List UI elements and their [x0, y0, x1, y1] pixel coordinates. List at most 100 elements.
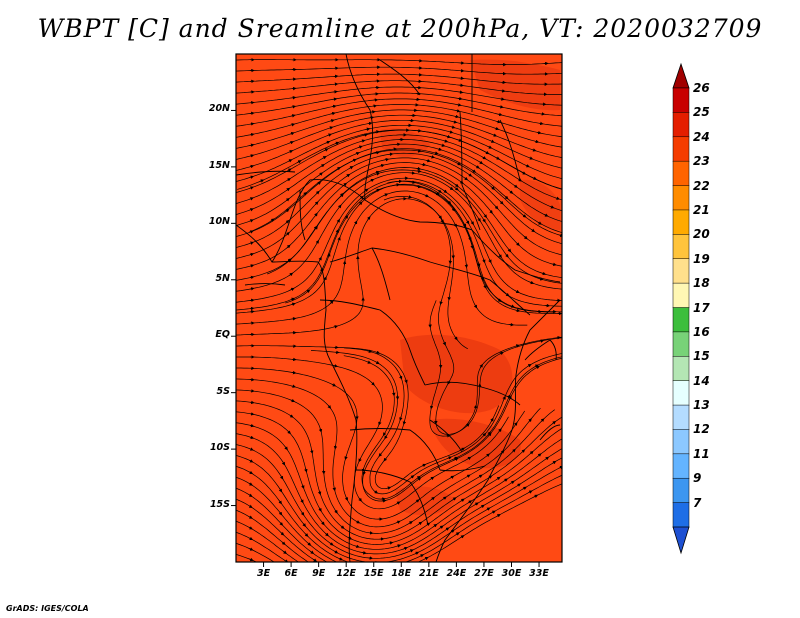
streamline-arrow	[335, 229, 339, 234]
streamline-arrow	[249, 122, 255, 126]
streamline-arrow	[494, 126, 500, 131]
streamline	[236, 66, 562, 75]
streamline-arrow	[565, 179, 568, 180]
colorbar-swatch	[672, 380, 690, 406]
streamline	[236, 542, 275, 562]
streamline-arrow	[491, 186, 496, 190]
streamline-arrow	[327, 252, 331, 258]
streamline-arrow	[478, 474, 483, 479]
colorbar-label: 20	[693, 227, 710, 242]
streamline-arrow	[290, 297, 296, 301]
streamline	[387, 180, 562, 313]
streamline	[236, 124, 562, 182]
streamline	[236, 520, 299, 562]
streamline-arrow	[365, 127, 371, 131]
streamline-arrow	[328, 126, 334, 130]
streamline	[236, 86, 562, 106]
streamline-arrow	[539, 339, 545, 343]
streamline-arrow	[330, 119, 335, 123]
streamline-arrow	[360, 139, 366, 143]
streamline-arrow	[512, 448, 516, 453]
streamline-arrow	[310, 550, 315, 555]
streamline-arrow	[344, 215, 349, 220]
streamline-arrow	[289, 414, 294, 418]
colorbar-top-arrow	[672, 62, 690, 89]
streamline-arrow	[249, 423, 255, 428]
streamline-arrow	[440, 143, 446, 147]
lon-label: 18E	[391, 568, 412, 579]
streamline-arrow	[346, 173, 351, 178]
streamline-arrow	[307, 542, 312, 546]
streamline-arrow	[485, 453, 491, 458]
streamline-arrow	[464, 176, 469, 181]
streamline-arrow	[331, 104, 337, 109]
streamline-arrow	[528, 490, 533, 494]
streamline-arrow	[279, 522, 284, 526]
streamline-arrow	[369, 178, 375, 183]
streamline-arrow	[355, 520, 361, 524]
streamline-arrow	[510, 304, 515, 308]
streamline-arrow	[483, 284, 487, 289]
streamline-arrow	[534, 364, 539, 368]
country-borders	[236, 54, 561, 562]
streamline	[236, 92, 562, 117]
streamline	[236, 172, 562, 292]
streamline	[236, 400, 562, 540]
streamline-arrow	[531, 148, 537, 152]
streamline-arrow	[499, 351, 504, 356]
streamline-arrow	[249, 275, 255, 280]
streamline-arrow	[523, 235, 528, 240]
streamline-arrow	[507, 248, 512, 253]
streamline-arrow	[474, 502, 479, 506]
streamline-arrow	[515, 344, 520, 348]
colorbar-swatch	[672, 160, 690, 187]
streamline	[236, 104, 562, 138]
streamline-arrow	[489, 209, 493, 214]
streamline-arrow	[349, 166, 354, 170]
lon-label: 27E	[474, 568, 494, 579]
map-title: WBPT [C] and Sreamline at 200hPa, VT: 20…	[37, 14, 763, 43]
streamline-arrow	[249, 164, 255, 169]
lon-label: 12E	[336, 568, 357, 579]
streamline-arrow	[505, 253, 509, 258]
colorbar-label: 13	[693, 398, 710, 413]
lon-label: 30E	[501, 568, 522, 579]
streamline-arrow	[327, 133, 332, 137]
streamline-arrow	[496, 476, 501, 481]
credit-text: GrADS: IGES/COLA	[6, 604, 89, 613]
streamline-arrow	[488, 258, 492, 264]
streamline-arrow	[403, 546, 408, 551]
streamline-arrow	[482, 258, 486, 264]
streamline-arrow	[279, 475, 284, 480]
streamline-arrow	[424, 556, 429, 561]
streamline-arrow	[291, 302, 296, 307]
streamline-arrow	[287, 168, 292, 172]
streamline-arrow	[498, 254, 502, 259]
streamline-arrow	[487, 145, 493, 149]
streamline-arrow	[380, 163, 385, 168]
streamline-arrow	[375, 172, 381, 176]
streamline-arrow	[541, 271, 547, 276]
lat-label: 10N	[208, 216, 230, 228]
streamline-arrow	[249, 197, 254, 201]
streamline-arrow	[478, 160, 484, 165]
streamline-arrow	[285, 219, 290, 224]
streamline-arrow	[249, 459, 254, 463]
streamline-arrow	[249, 435, 255, 439]
colorbar-label: 7	[693, 495, 702, 510]
streamline-arrow	[278, 500, 282, 505]
streamline-arrow	[259, 179, 265, 183]
streamline-arrow	[404, 378, 408, 384]
colorbar-swatch	[672, 112, 690, 138]
streamline-arrow	[454, 336, 458, 341]
streamline-arrow	[324, 148, 329, 152]
streamline-arrow	[417, 477, 422, 481]
streamline-arrow	[334, 550, 339, 554]
streamline-arrow	[465, 220, 470, 225]
streamline-arrow	[336, 167, 341, 171]
streamline-arrow	[515, 308, 521, 313]
streamline-arrow	[314, 201, 319, 205]
streamline-arrow	[416, 166, 422, 171]
streamline-arrow	[418, 521, 423, 526]
streamline	[343, 355, 562, 500]
